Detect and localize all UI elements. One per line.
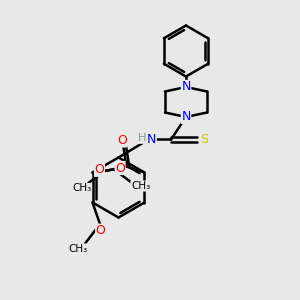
Text: S: S	[200, 133, 208, 146]
Text: O: O	[96, 224, 106, 237]
Text: O: O	[117, 134, 127, 147]
Text: N: N	[181, 110, 191, 124]
Text: O: O	[94, 163, 104, 176]
Text: O: O	[115, 161, 125, 175]
Text: CH₃: CH₃	[72, 183, 92, 194]
Text: H: H	[138, 133, 146, 143]
Text: CH₃: CH₃	[131, 181, 150, 191]
Text: N: N	[147, 133, 156, 146]
Text: CH₃: CH₃	[68, 244, 87, 254]
Text: N: N	[181, 80, 191, 94]
